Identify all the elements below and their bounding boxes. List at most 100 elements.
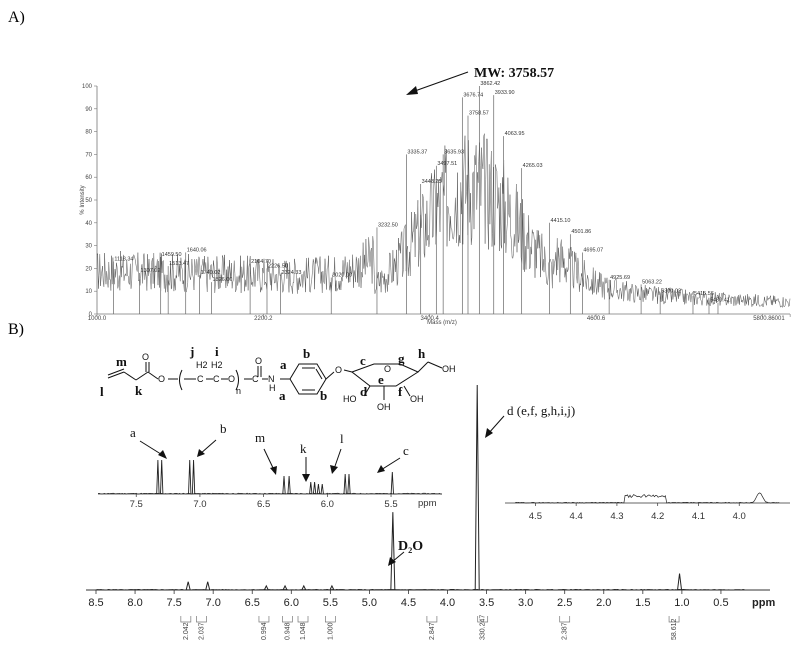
atom-o-carbamate: O <box>255 356 262 366</box>
inset-aromatic-ticks: 7.5 7.0 6.5 6.0 5.5 <box>130 494 398 510</box>
struct-label-a-top: a <box>280 357 287 372</box>
bond-o-glucose <box>343 369 353 373</box>
inset-aromatic-unit: ppm <box>418 498 437 509</box>
inset-aromatic-trace <box>97 459 442 495</box>
arrow-c <box>380 457 401 471</box>
integral-bracket <box>297 616 309 623</box>
ms-peak-label: 3758.57 <box>469 111 489 117</box>
inset-aromatic-peak <box>312 481 317 495</box>
integral-bracket <box>559 616 571 623</box>
ms-peak-label: 3448.25 <box>422 179 442 185</box>
atom-ho: HO <box>343 394 357 404</box>
integral-bracket <box>325 616 336 623</box>
d2o-label: D₂O <box>398 539 423 554</box>
ms-peak-label: 5415.56 <box>694 291 714 297</box>
ms-peak-label: 4501.86 <box>571 229 591 235</box>
peak-label-b: b <box>220 421 227 436</box>
bond-ring-o <box>325 371 335 380</box>
atom-c-carbamate: C <box>252 374 259 384</box>
arrow-k-head <box>302 474 310 482</box>
ms-y-tick-label: 10 <box>85 289 92 295</box>
integral-bracket <box>426 616 438 623</box>
nmr-x-tick-label: 5.5 <box>323 597 338 609</box>
nmr-x-tick-label: 7.0 <box>206 597 221 609</box>
integral-value: 0.948 <box>284 622 291 640</box>
ms-y-tick-label: 30 <box>85 244 92 250</box>
nmr-x-tick-label: 7.5 <box>166 597 181 609</box>
nmr-x-tick-label: 0.5 <box>713 597 728 609</box>
atom-o-ester: O <box>158 374 165 384</box>
ms-peak-label: 4063.95 <box>505 131 525 137</box>
atom-o-glycoside: O <box>335 365 342 375</box>
ms-y-tick-label: 100 <box>82 84 93 90</box>
bond-ck <box>123 371 137 381</box>
inset-aromatic-tick-label: 6.5 <box>257 499 270 510</box>
atom-o-ring: O <box>384 364 391 374</box>
inset-peak-annotations: a b m k l c <box>130 421 409 482</box>
nmr-x-tick-label: 3.0 <box>518 597 533 609</box>
atom-o-carbonyl: O <box>142 352 149 362</box>
arrow-b <box>199 439 217 455</box>
arrow-l-head <box>330 465 338 474</box>
ms-x-tick-label: 5800.8 <box>753 316 772 322</box>
integral-bracket <box>668 616 680 623</box>
struct-label-e: e <box>378 372 384 387</box>
inset-anomeric-ticks: 4.5 4.4 4.3 4.2 4.1 4.0 <box>529 503 746 522</box>
inset-aromatic-peak <box>343 473 347 495</box>
nmr-x-ticks: 8.5 8.0 7.5 7.0 6.5 6.0 5.5 5.0 4.5 4.0 3.5 3.0 2.5 2… <box>88 590 729 609</box>
peg-paren-open <box>179 369 183 391</box>
atom-oh-terminal: OH <box>442 364 456 374</box>
peak-label-k: k <box>300 441 307 456</box>
arrow-m-head <box>270 466 277 475</box>
ms-y-tick-label: 80 <box>85 130 92 136</box>
ms-peak-label: 1459.50 <box>162 252 182 258</box>
maldi-spectrum-chart: 0 10 20 30 40 50 60 70 80 90 100 1000.0 2200.2 3400.… <box>80 66 791 326</box>
integral-value: 1.000 <box>327 622 334 640</box>
ms-y-label: % Intensity <box>80 185 86 214</box>
nmr-peak <box>677 573 683 591</box>
nmr-x-tick-label: 1.0 <box>674 597 689 609</box>
panel-a-label: A) <box>8 9 25 26</box>
d2o-arrow <box>391 551 405 563</box>
integral-value: 2.042 <box>183 622 190 640</box>
atom-h2-1: H2 <box>196 360 208 370</box>
inset-anomeric-tick-label: 4.3 <box>610 511 623 522</box>
ms-y-tick-label: 40 <box>85 221 92 227</box>
nmr-x-tick-label: 2.0 <box>596 597 611 609</box>
ms-peak-label: 4695.07 <box>583 247 603 253</box>
inset-anomeric-trace <box>514 492 780 504</box>
ms-y-ticks: 0 10 20 30 40 50 60 70 80 90 100 <box>82 84 97 318</box>
anomeric-inset: 4.5 4.4 4.3 4.2 4.1 4.0 <box>505 492 790 522</box>
ms-peak-label: 3862.42 <box>480 81 500 87</box>
d-arrow-head <box>485 428 493 438</box>
atom-h2-2: H2 <box>211 360 223 370</box>
ms-peak-label: 3933.90 <box>495 90 515 96</box>
ms-peak-label: 1740.02 <box>201 270 221 276</box>
struct-label-b-top: b <box>303 346 310 361</box>
ms-peak-label: 5063.22 <box>642 279 662 285</box>
nmr-x-tick-label: 4.5 <box>401 597 416 609</box>
ms-y-tick-label: 0 <box>89 312 93 318</box>
ms-peak-label: 5300.02 <box>661 288 681 294</box>
integral-value: 330.247 <box>480 615 487 640</box>
ms-peak-label: 3335.37 <box>407 149 427 155</box>
inset-aromatic-tick-label: 7.0 <box>193 499 206 510</box>
mw-annotation: MW: 3758.57 <box>474 66 554 81</box>
nmr-peak <box>390 512 396 591</box>
ms-x-tick-label: 2200.2 <box>254 316 273 322</box>
ms-peak-label: 1307.02 <box>141 268 161 274</box>
inset-aromatic-tick-label: 6.0 <box>321 499 334 510</box>
aromatic-inset: 7.5 7.0 6.5 6.0 5.5 ppm <box>97 459 442 510</box>
nmr-spectrum-chart: 8.5 8.0 7.5 7.0 6.5 6.0 5.5 5.0 4.5 4.0 3.5 3.0 2.5 2… <box>86 384 790 640</box>
integral-value: 2.387 <box>562 622 569 640</box>
ms-peak-label: 5480.41 <box>710 298 730 304</box>
ms-peak-label: 4265.03 <box>523 163 543 169</box>
nmr-peak <box>301 584 307 591</box>
bond-oh-d <box>363 385 371 397</box>
inset-aromatic-peak <box>191 459 196 495</box>
struct-label-b-bottom: b <box>320 388 327 403</box>
struct-label-i: i <box>215 344 219 359</box>
integral-bracket <box>180 616 192 623</box>
nmr-x-unit: ppm <box>752 597 775 609</box>
